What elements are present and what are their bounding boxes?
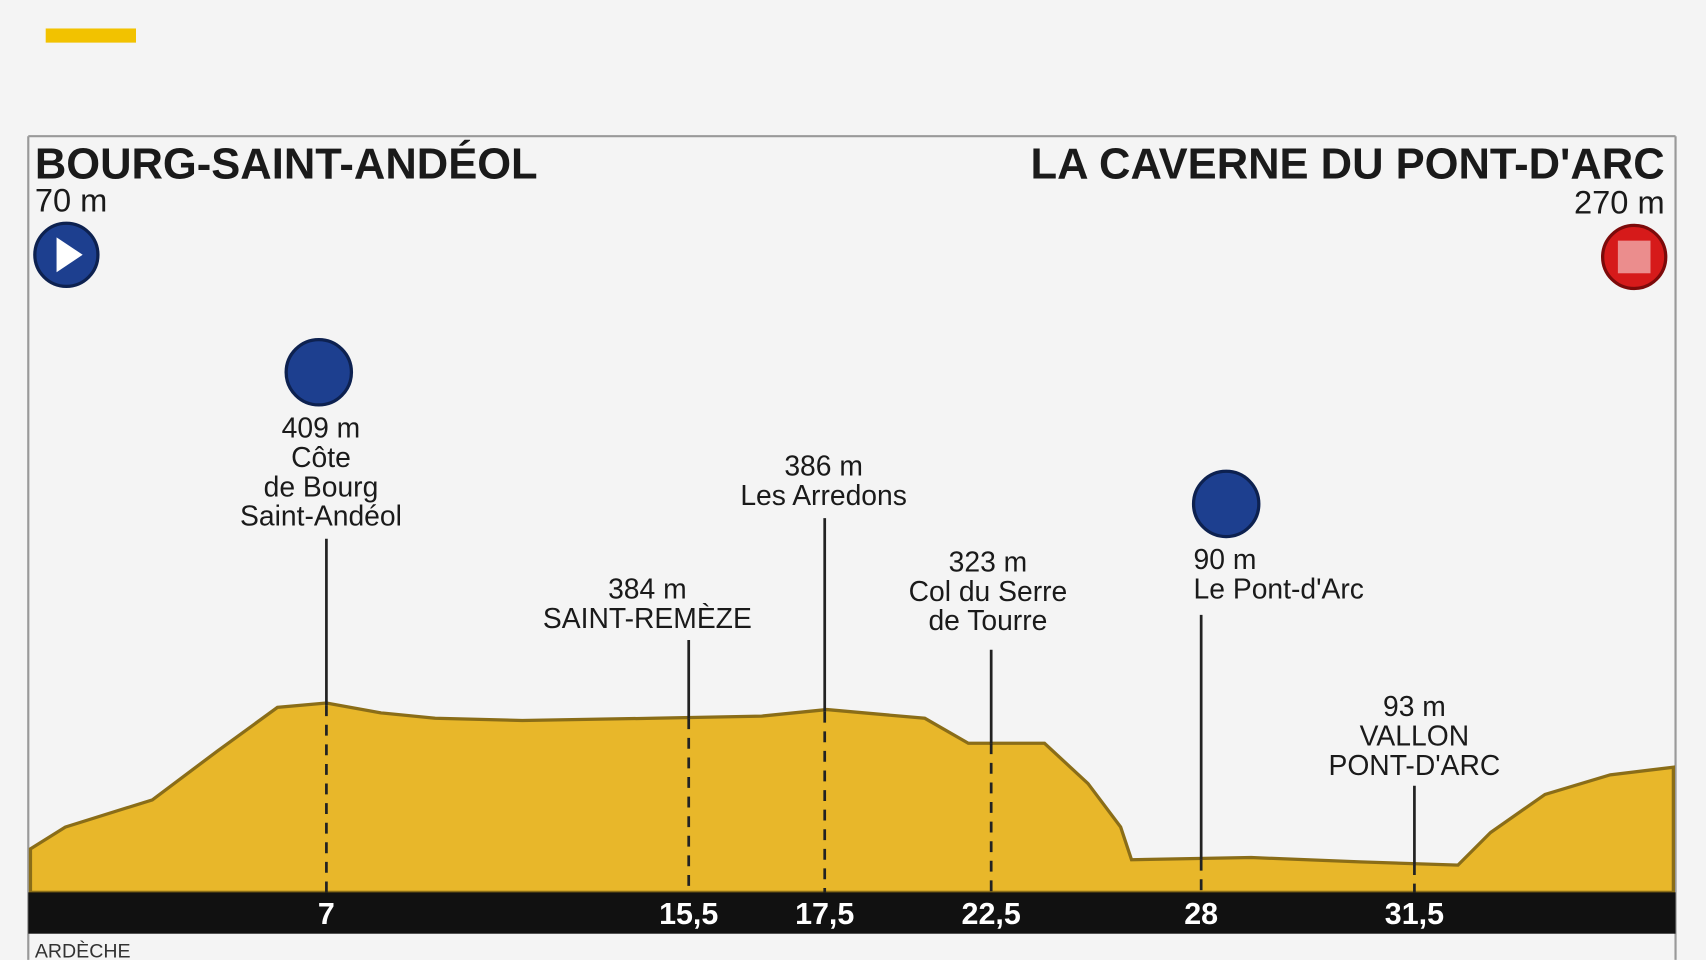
sprint-icon: [1191, 469, 1261, 539]
profile: [28, 701, 1675, 894]
waypoint-altitude: 90 m: [1194, 543, 1257, 575]
waypoint-name: Le Pont-d'Arc: [1194, 573, 1364, 605]
km-label: 28: [1184, 897, 1218, 931]
waypoint-altitude: 384 m: [608, 573, 687, 605]
finish-altitude: 270 m: [1574, 183, 1665, 220]
waypoint-name: PONT-D'ARC: [1328, 749, 1500, 781]
start-altitude: 70 m: [35, 181, 108, 218]
km-label: 17,5: [795, 897, 854, 931]
waypoint-altitude: 409 m: [282, 412, 361, 444]
km-label: 15,5: [659, 897, 718, 931]
waypoint-name: Côte: [291, 441, 351, 473]
region: ARDÈCHE: [35, 940, 131, 960]
waypoint-name: de Tourre: [928, 604, 1047, 636]
waypoint-name: VALLON: [1360, 719, 1469, 751]
waypoint-name: SAINT-REMÈZE: [543, 602, 752, 634]
start-name: BOURG-SAINT-ANDÉOL: [35, 139, 538, 189]
waypoint-altitude: 386 m: [784, 450, 863, 482]
waypoint-altitude: 323 m: [949, 545, 1028, 577]
waypoint-name: de Bourg: [264, 470, 379, 502]
frame: [27, 136, 1677, 960]
waypoint-name: Col du Serre: [909, 575, 1068, 607]
finish-name: LA CAVERNE DU PONT-D'ARC: [1031, 141, 1665, 189]
sprint-icon: [284, 338, 354, 407]
km-label: 31,5: [1385, 897, 1444, 931]
waypoint-name: Les Arredons: [740, 479, 907, 511]
waypoint-name: Saint-Andéol: [240, 500, 402, 532]
start-icon: [33, 221, 100, 288]
accent-bar: [45, 28, 137, 43]
km-label: 7: [318, 897, 335, 931]
finish-icon: [1601, 223, 1668, 291]
waypoint-altitude: 93 m: [1383, 690, 1446, 722]
km-label: 22,5: [962, 897, 1021, 931]
km-bar: [28, 892, 1676, 934]
